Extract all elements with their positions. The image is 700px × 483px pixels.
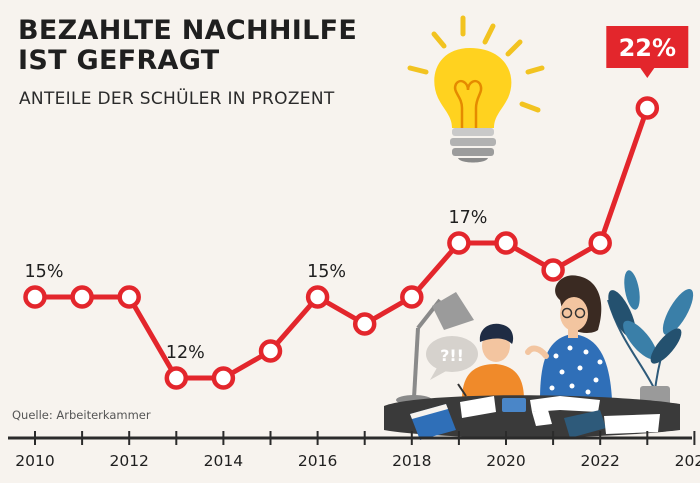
woman-figure xyxy=(525,275,612,400)
data-point xyxy=(305,285,330,309)
data-label: 17% xyxy=(448,208,487,228)
data-point xyxy=(164,366,189,390)
x-tick-label: 2020 xyxy=(486,452,525,470)
data-point xyxy=(494,231,518,255)
svg-text:?!!: ?!! xyxy=(440,346,464,365)
chart-subtitle: ANTEILE DER SCHÜLER IN PROZENT xyxy=(19,89,335,109)
data-point xyxy=(400,285,424,309)
data-point xyxy=(352,312,377,336)
chart-title: BEZAHLTE NACHHILFE IST GEFRAGT xyxy=(18,15,358,76)
data-labels: 15% 12% 15% 17% 22% xyxy=(25,26,689,363)
data-point xyxy=(70,285,94,309)
speech-bubble-icon: ?!! xyxy=(426,336,478,380)
x-tick-label: 2022 xyxy=(580,452,619,470)
boy-figure xyxy=(457,323,524,400)
data-point xyxy=(211,366,236,390)
source-note: Quelle: Arbeiterkammer xyxy=(12,408,151,422)
data-label: 12% xyxy=(166,343,205,363)
x-tick-label: 2012 xyxy=(109,452,148,470)
plant-icon xyxy=(607,270,694,414)
series-line xyxy=(32,105,650,381)
data-label-highlight: 22% xyxy=(619,34,676,62)
light-bulb-icon xyxy=(407,15,545,163)
tutoring-illustration: ?!! xyxy=(384,270,694,440)
highlight-callout-box xyxy=(606,26,689,68)
data-label: 15% xyxy=(25,262,64,282)
data-point xyxy=(447,231,471,255)
data-point xyxy=(258,339,283,363)
x-tick-label: 2016 xyxy=(298,452,337,470)
highlight-callout-pointer xyxy=(640,68,655,78)
data-point xyxy=(635,96,660,120)
data-point xyxy=(588,231,612,255)
x-tick-label: 2018 xyxy=(392,452,431,470)
x-axis-ticks xyxy=(34,431,696,445)
x-tick-label: 2010 xyxy=(15,452,54,470)
data-points xyxy=(23,96,660,390)
data-point xyxy=(23,285,47,309)
x-tick-label: 2024 xyxy=(675,452,700,470)
desk-items xyxy=(410,396,660,440)
x-axis-tick-labels: 2010 2012 2014 2016 2018 2020 2022 2024 xyxy=(15,452,700,470)
data-point xyxy=(117,285,141,309)
data-label: 15% xyxy=(307,262,346,282)
x-tick-label: 2014 xyxy=(204,452,243,470)
data-point xyxy=(541,258,565,282)
